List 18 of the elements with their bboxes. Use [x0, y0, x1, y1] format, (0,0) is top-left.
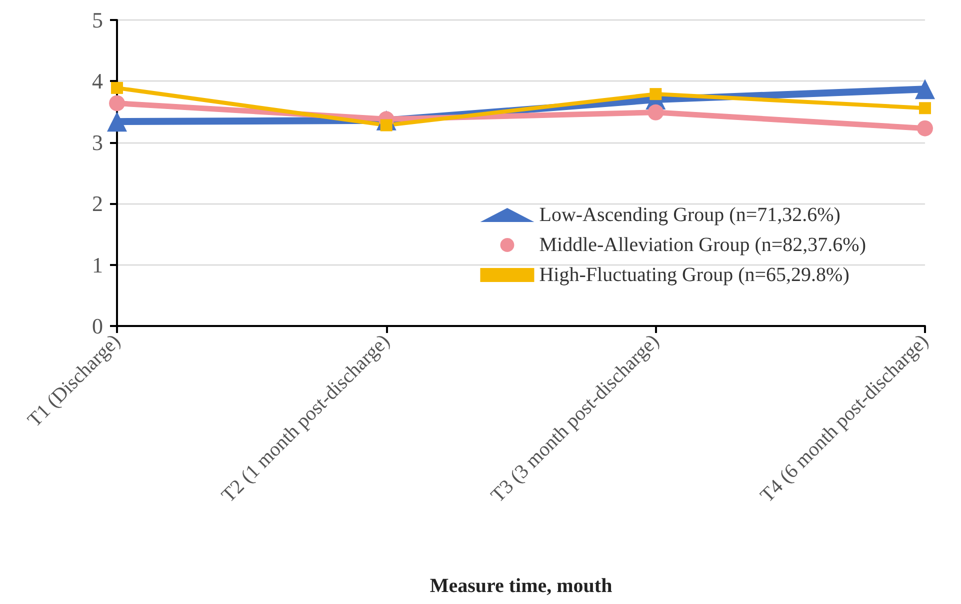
legend-label: High-Fluctuating Group (n=65,29.8%) [539, 264, 850, 286]
point [919, 102, 931, 114]
point [109, 95, 125, 112]
point [107, 112, 127, 132]
y-tick-label: 3 [92, 130, 103, 155]
y-tick-label: 1 [92, 252, 103, 278]
point [650, 88, 662, 100]
y-tick-label: 4 [92, 68, 103, 94]
y-tick-label: 5 [92, 8, 103, 32]
y-tick-label: 2 [92, 191, 103, 216]
point [111, 82, 123, 94]
point [917, 120, 933, 136]
x-axis-title: Measure time, mouth [430, 575, 612, 597]
point [915, 79, 935, 100]
legend-label: Low-Ascending Group (n=71,32.6%) [539, 204, 840, 226]
legend-label: Middle-Alleviation Group (n=82,37.6%) [539, 234, 866, 256]
point [648, 104, 664, 120]
y-tick-label: 0 [92, 314, 103, 338]
